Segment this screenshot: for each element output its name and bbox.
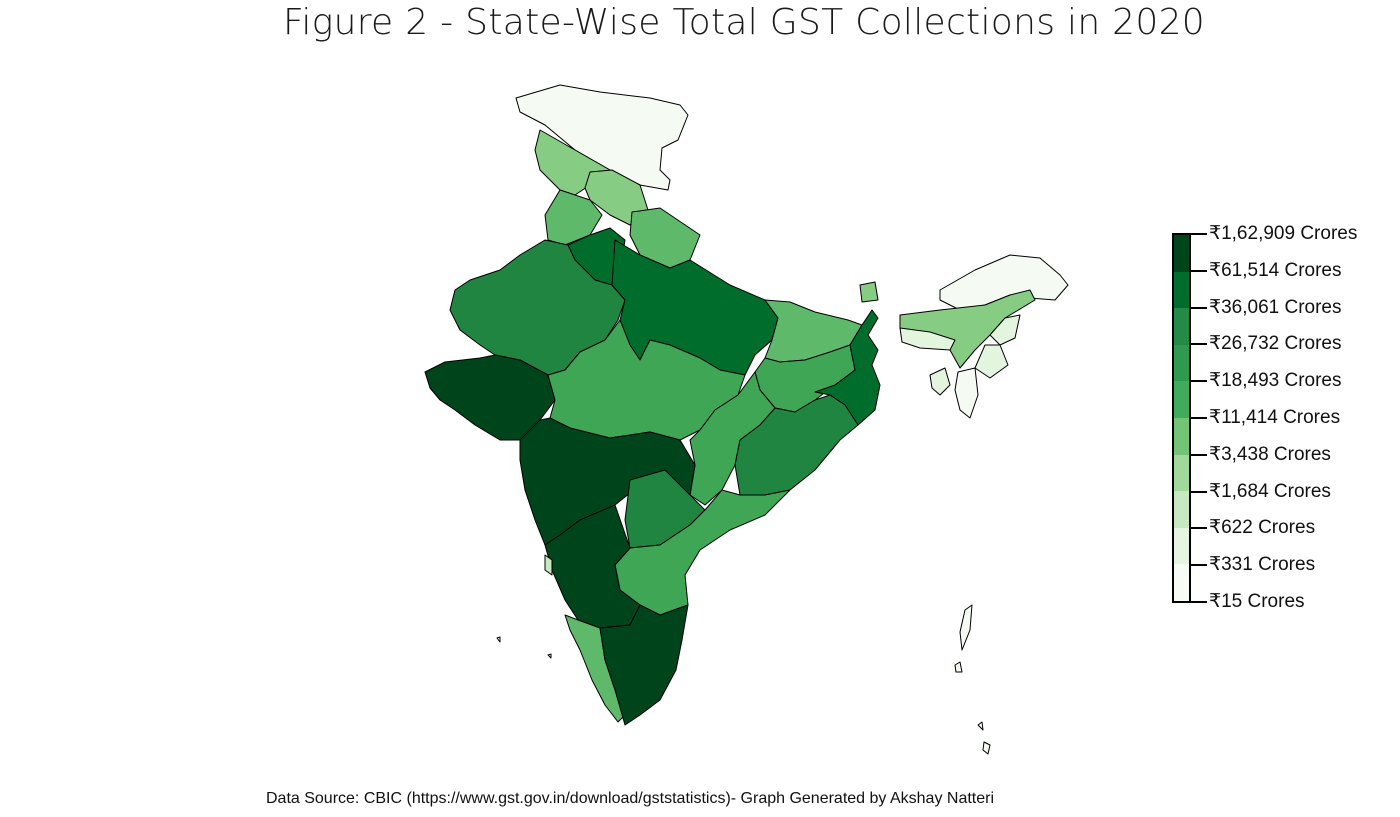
legend-label: ₹61,514 Crores <box>1209 259 1342 281</box>
legend-tick <box>1191 564 1207 567</box>
legend-color-step <box>1174 308 1189 345</box>
region-meghalaya <box>899 327 956 351</box>
region-west-bengal <box>814 309 881 426</box>
legend-tick <box>1191 343 1207 346</box>
legend-label: ₹18,493 Crores <box>1209 370 1342 392</box>
legend-tick <box>1191 380 1207 383</box>
region-odisha <box>734 394 859 496</box>
region-lakshadweep <box>496 636 552 659</box>
region-punjab <box>544 189 603 246</box>
legend-label: ₹11,414 Crores <box>1209 407 1341 428</box>
region-nagaland <box>989 314 1021 346</box>
data-source-note: Data Source: CBIC (https://www.gst.gov.i… <box>265 790 995 807</box>
region-nicobar-islands <box>954 661 991 755</box>
region-mizoram <box>954 367 979 419</box>
legend-tick <box>1191 601 1207 603</box>
region-kerala <box>564 614 626 723</box>
legend-colorbar <box>1172 233 1191 603</box>
legend-color-step <box>1174 564 1189 601</box>
legend-tick <box>1191 306 1207 309</box>
legend-color-step <box>1174 235 1189 272</box>
legend-tick <box>1191 233 1207 235</box>
legend-tick <box>1191 490 1207 493</box>
legend-color-step <box>1174 344 1189 382</box>
region-sikkim <box>859 281 879 303</box>
region-andhra-pradesh <box>614 489 791 616</box>
legend-tick <box>1191 527 1207 530</box>
legend: ₹1,62,909 Crores ₹61,514 Crores ₹36,061 Cr… <box>1172 223 1400 612</box>
region-rajasthan <box>449 239 626 376</box>
legend-label: ₹15 Crores <box>1209 591 1305 612</box>
region-manipur <box>974 344 1009 379</box>
legend-color-step <box>1174 454 1189 492</box>
region-tamil-nadu <box>599 604 689 726</box>
region-tripura <box>929 367 951 396</box>
legend-tick <box>1191 453 1207 456</box>
legend-color-step <box>1174 271 1189 309</box>
legend-label: ₹3,438 Crores <box>1209 443 1331 465</box>
legend-label: ₹1,62,909 Crores <box>1209 223 1358 244</box>
region-ladakh <box>515 84 689 191</box>
region-karnataka <box>544 504 641 629</box>
legend-label: ₹26,732 Crores <box>1209 333 1342 355</box>
chart-title: Figure 2 - State-Wise Total GST Collecti… <box>282 2 1205 43</box>
legend-color-step <box>1174 527 1189 565</box>
legend-color-step <box>1174 491 1189 528</box>
legend-tick <box>1191 417 1207 419</box>
region-goa <box>544 554 553 576</box>
legend-label: ₹36,061 Crores <box>1209 296 1342 318</box>
region-himachal-pradesh <box>584 169 649 226</box>
legend-color-step <box>1174 381 1189 418</box>
legend-tick <box>1191 269 1207 272</box>
region-andaman-islands <box>959 604 973 651</box>
legend-color-step <box>1174 417 1189 455</box>
legend-label: ₹1,684 Crores <box>1209 480 1331 502</box>
legend-label: ₹622 Crores <box>1209 517 1316 539</box>
legend-label: ₹331 Crores <box>1209 554 1316 576</box>
